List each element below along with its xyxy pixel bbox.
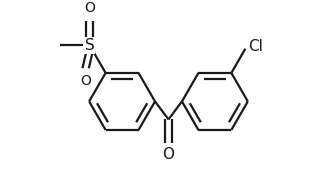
Text: O: O: [84, 1, 95, 15]
Text: O: O: [80, 74, 91, 88]
Text: S: S: [85, 38, 95, 53]
Text: O: O: [163, 147, 175, 162]
Text: Cl: Cl: [248, 39, 263, 54]
